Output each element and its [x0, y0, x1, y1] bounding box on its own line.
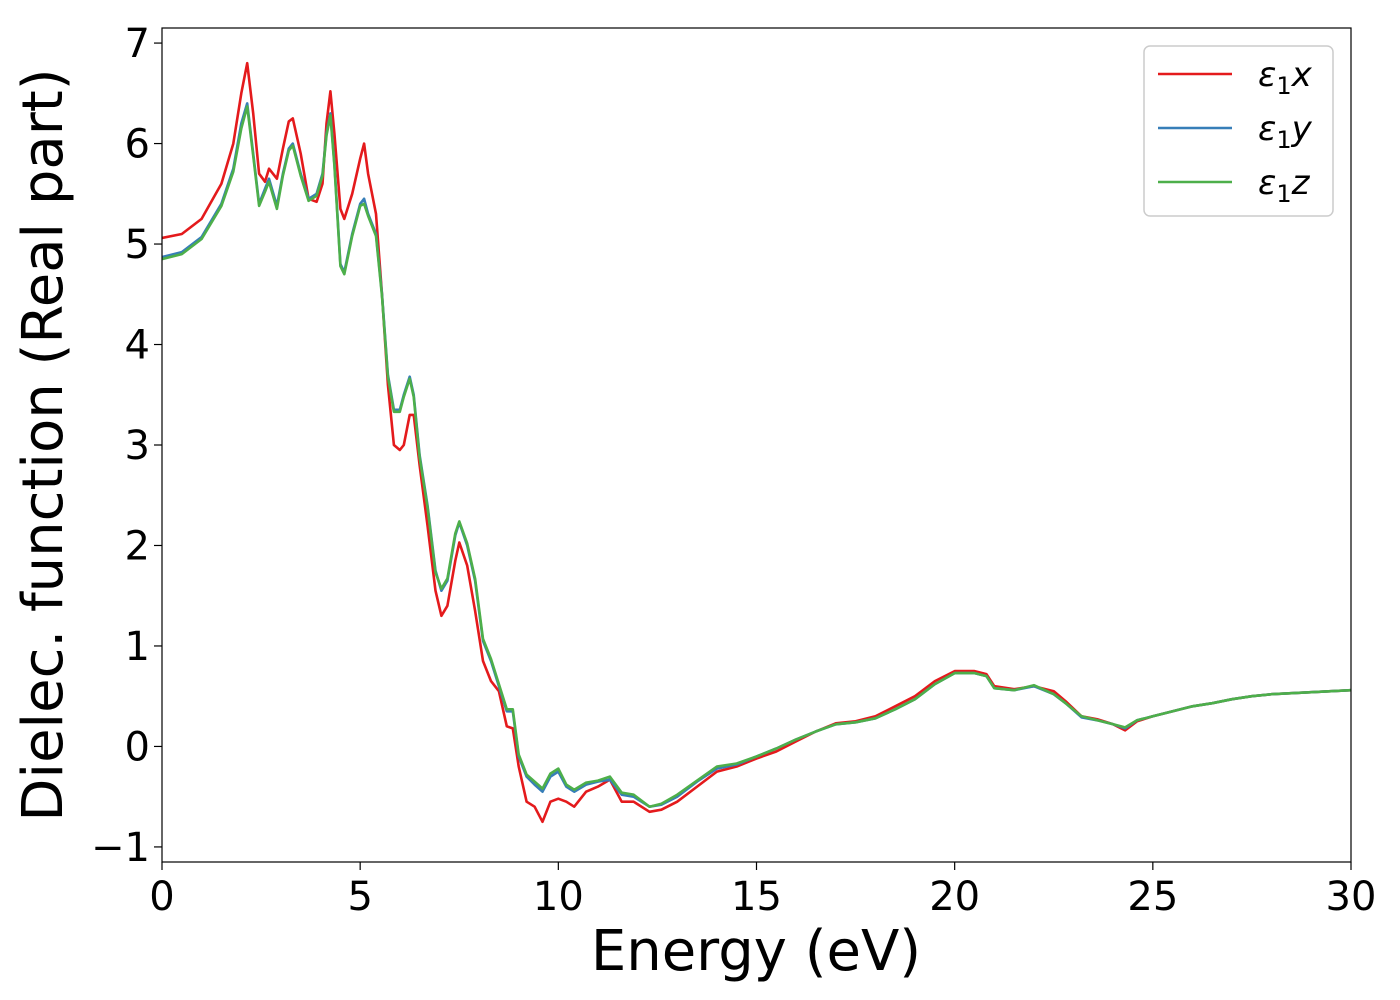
y-tick-label: 6 — [125, 122, 150, 168]
x-axis: 0 5 10 15 20 25 30 — [149, 862, 1376, 920]
legend-label-x: ε1x — [1258, 55, 1313, 100]
y-axis: −1 0 1 2 3 4 5 6 7 — [91, 21, 162, 871]
y-tick-label: 5 — [125, 222, 150, 268]
legend-box — [1143, 45, 1334, 217]
x-tick-label: 5 — [347, 874, 372, 920]
y-tick-label: 2 — [125, 523, 150, 569]
y-tick-label: 3 — [125, 423, 150, 469]
series-layer — [162, 61, 1351, 824]
y-tick-label: 1 — [125, 624, 150, 670]
legend-label-z: ε1z — [1258, 163, 1311, 208]
legend-label-y: ε1y — [1258, 109, 1313, 154]
x-tick-label: 15 — [731, 874, 782, 920]
y-tick-label: 7 — [125, 21, 150, 67]
x-tick-label: 0 — [149, 874, 174, 920]
series-line-x — [162, 61, 1351, 824]
x-axis-label: Energy (eV) — [591, 919, 921, 984]
y-axis-label: Dielec. function (Real part) — [11, 68, 76, 821]
y-tick-label: 0 — [125, 724, 150, 770]
x-tick-label: 25 — [1127, 874, 1178, 920]
legend: ε1x ε1y ε1z — [1143, 45, 1334, 217]
x-tick-label: 20 — [929, 874, 980, 920]
x-tick-label: 30 — [1326, 874, 1377, 920]
y-tick-label: 4 — [125, 323, 150, 369]
series-line-z — [162, 105, 1351, 808]
x-tick-label: 10 — [533, 874, 584, 920]
y-tick-label: −1 — [91, 825, 150, 871]
